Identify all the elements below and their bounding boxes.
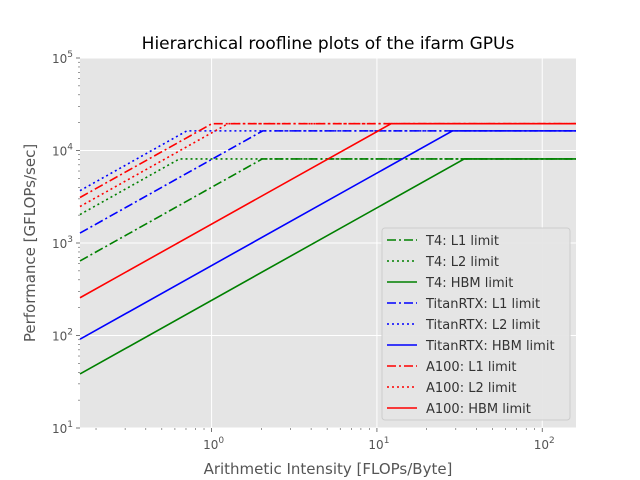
y-tick-label: 103	[52, 235, 73, 251]
x-tick-label: 101	[368, 436, 389, 452]
series-line	[79, 130, 576, 340]
y-tick-labels: 101 102 103 104 105	[52, 50, 80, 436]
legend-entry-label: A100: L1 limit	[426, 360, 516, 375]
y-tick-label: 101	[52, 420, 73, 436]
legend-entry-label: TitanRTX: L2 limit	[425, 318, 540, 333]
series-line	[79, 130, 576, 234]
series-line	[79, 122, 576, 299]
chart-title: Hierarchical roofline plots of the ifarm…	[142, 34, 515, 54]
x-axis-label: Arithmetic Intensity [FLOPs/Byte]	[204, 460, 453, 478]
legend: T4: L1 limit T4: L2 limit T4: HBM limit Tit…	[381, 227, 571, 421]
x-tick-label: 102	[534, 436, 555, 452]
series-line	[79, 130, 576, 192]
x-tick-label: 100	[203, 436, 224, 452]
legend-entry-label: A100: HBM limit	[426, 402, 531, 417]
legend-entry-label: T4: HBM limit	[425, 276, 513, 291]
legend-entry-label: T4: L1 limit	[425, 234, 499, 249]
legend-entry-label: TitanRTX: L1 limit	[425, 297, 540, 312]
legend-entry-label: A100: L2 limit	[426, 381, 516, 396]
y-tick-label: 105	[52, 50, 73, 66]
y-axis-label: Performance [GFLOPs/sec]	[21, 144, 39, 342]
series-lines	[79, 122, 576, 375]
legend-entry-label: T4: L2 limit	[425, 255, 499, 270]
legend-box	[381, 227, 571, 421]
minor-ticks	[78, 61, 535, 430]
y-tick-label: 104	[52, 143, 73, 159]
y-tick-label: 102	[52, 328, 73, 344]
legend-entry-label: TitanRTX: HBM limit	[425, 339, 555, 354]
series-line	[79, 158, 576, 375]
x-tick-labels: 100 101 102	[203, 428, 555, 452]
